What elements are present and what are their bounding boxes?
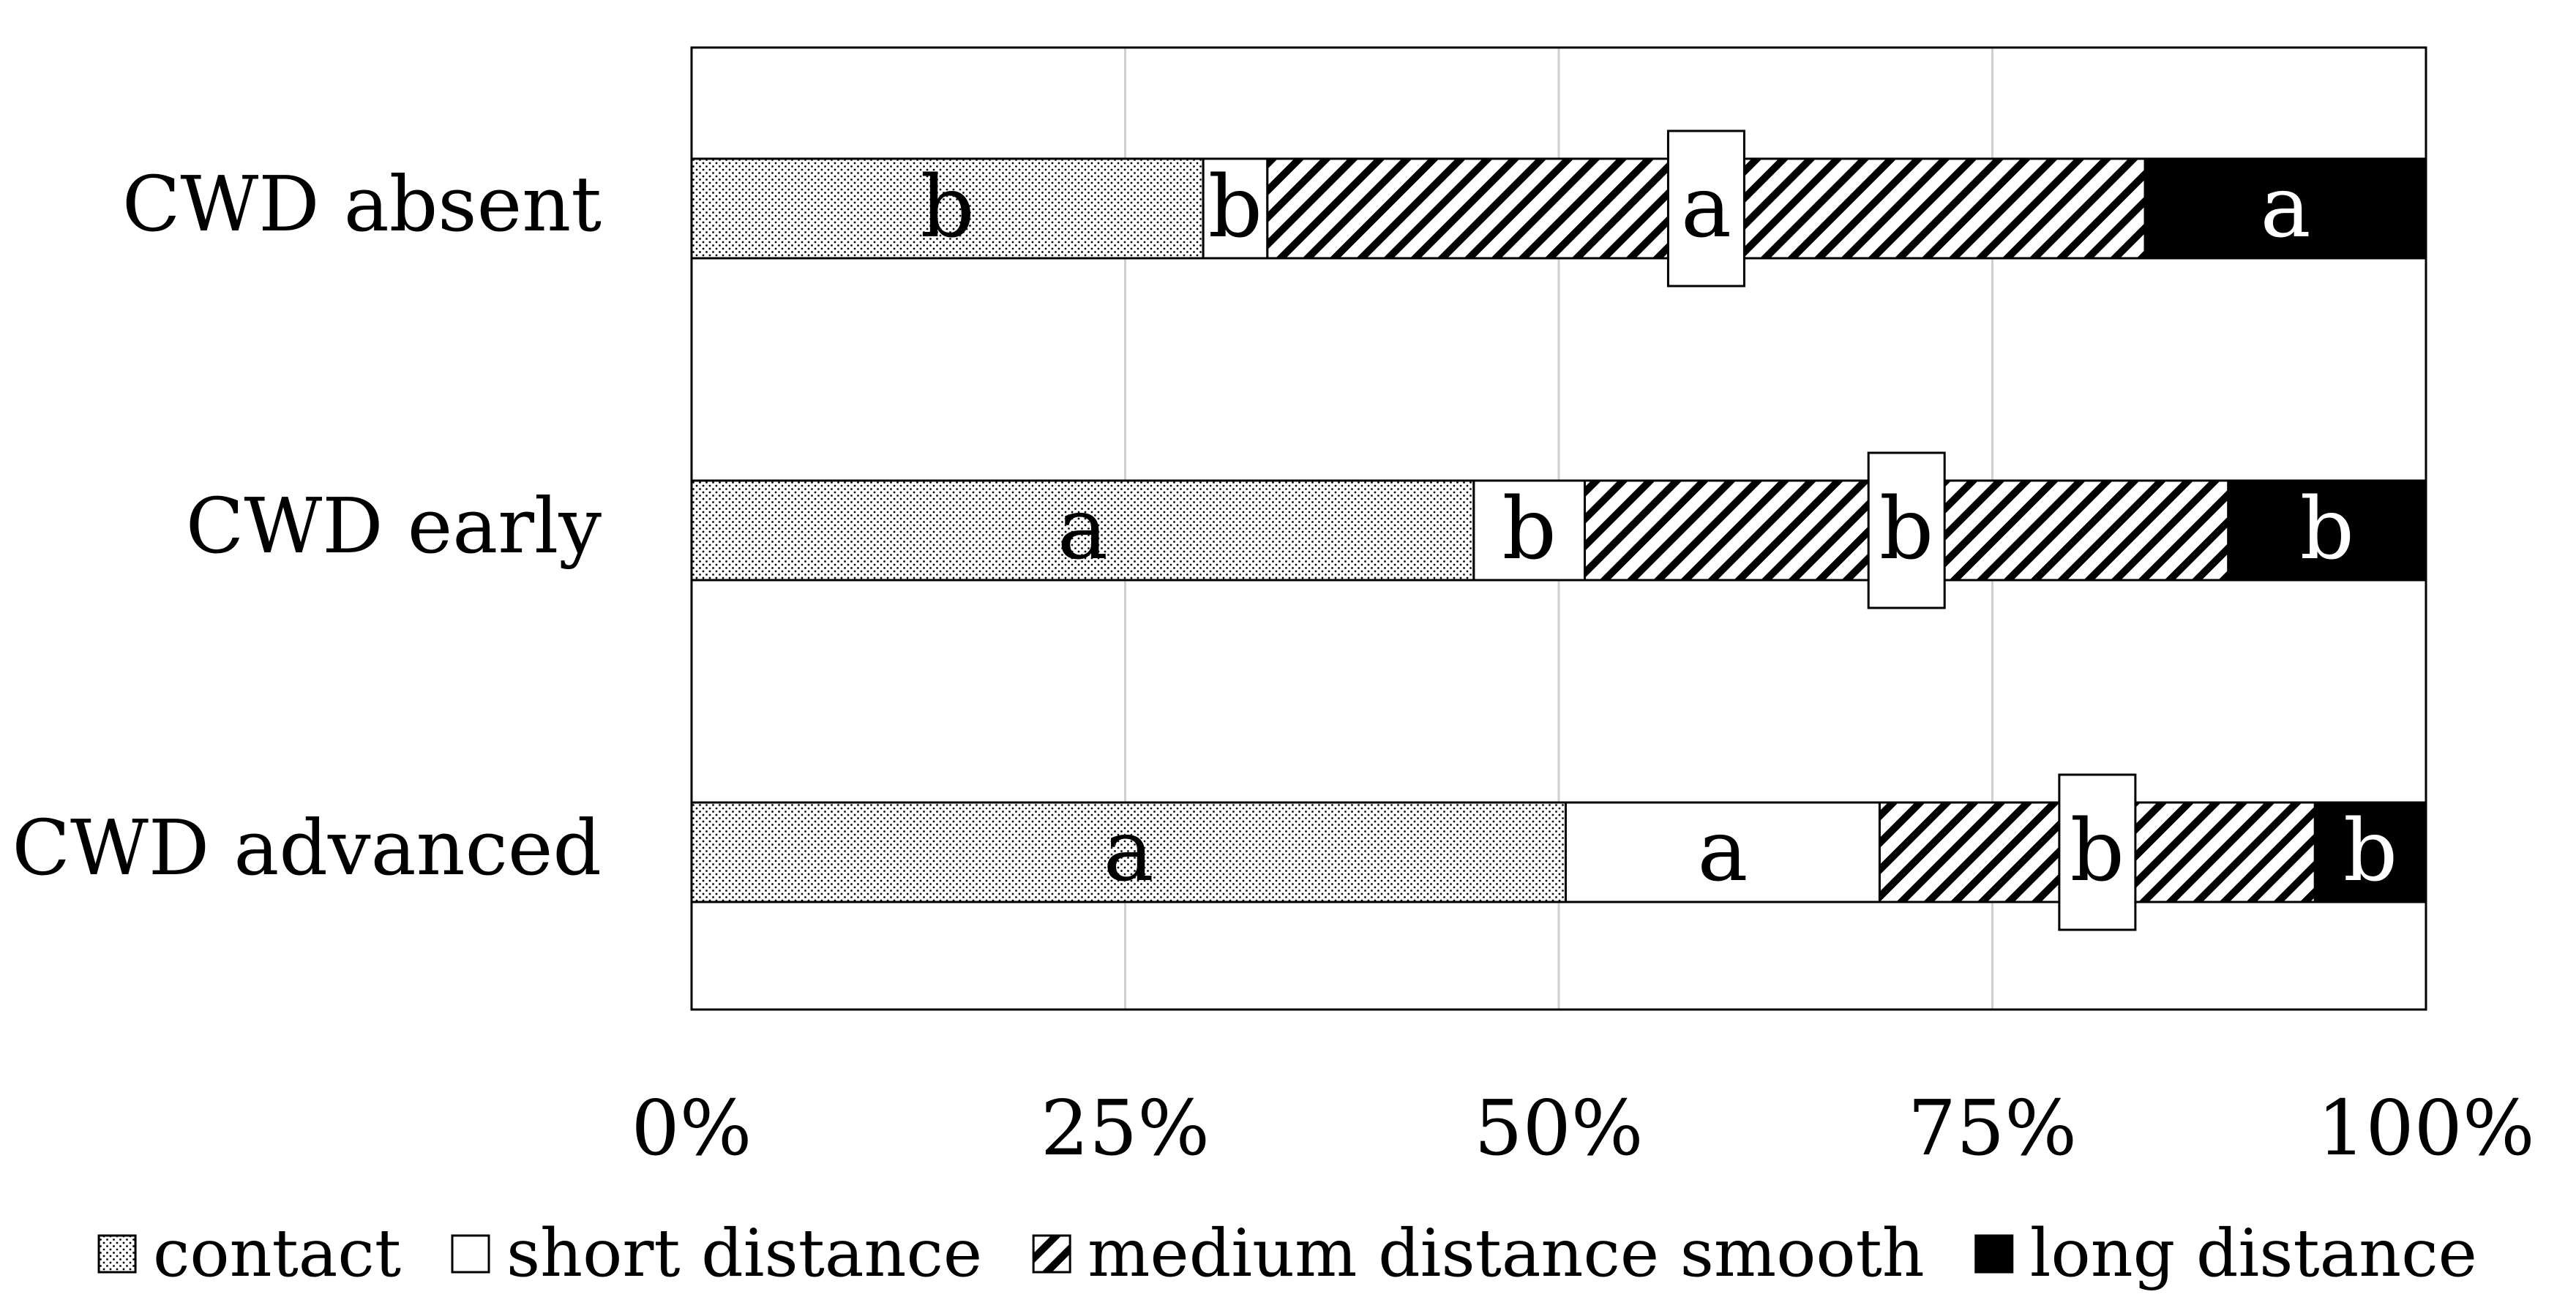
legend-item-medium-distance-smooth: medium distance smooth (1032, 1215, 1925, 1292)
letter-label-box (2058, 773, 2137, 931)
x-tick-label: 50% (1474, 1083, 1643, 1173)
bar-letter-label: b (2070, 802, 2124, 901)
bar-letter-label: a (1057, 480, 1108, 579)
axes: CWD absent CWD early CWD advanced 0% 25% 50% 7… (12, 159, 2534, 1173)
bar-segment-contact (690, 479, 1475, 582)
bar-segment-long-distance (2227, 479, 2427, 582)
legend-swatch (1032, 1234, 1071, 1274)
bar-segment-long-distance (2143, 157, 2427, 260)
bar-segment-short-distance (1472, 479, 1587, 582)
legend-label: short distance (506, 1215, 982, 1292)
legend-item-short-distance: short distance (451, 1215, 982, 1292)
bar-segment-contact (690, 157, 1205, 260)
legend-item-contact: contact (97, 1215, 401, 1292)
y-category-label: CWD early (186, 481, 602, 571)
legend-label: medium distance smooth (1087, 1215, 1925, 1292)
bar-letter-label: a (1104, 802, 1154, 901)
legend-swatch (97, 1234, 137, 1274)
bar-segment-short-distance (1202, 157, 1269, 260)
x-tick-label: 25% (1041, 1083, 1210, 1173)
bar-segment-long-distance (2313, 801, 2427, 903)
bar-letter-label: b (2300, 480, 2354, 579)
bar-letter-label: b (2343, 802, 2397, 901)
bar-letter-label: a (1681, 158, 1731, 257)
bar-letter-label: b (1502, 480, 1557, 579)
legend: contact short distance medium distance smo… (97, 1215, 2477, 1292)
letter-label-box (1867, 451, 1946, 609)
bar-letter-label: a (2260, 158, 2310, 257)
x-tick-label: 0% (632, 1083, 752, 1173)
legend-label: long distance (2030, 1215, 2477, 1292)
bar-letter-label: b (1208, 158, 1262, 257)
x-tick-label: 100% (2317, 1083, 2534, 1173)
bar-letter-label: b (920, 158, 974, 257)
y-category-label: CWD absent (122, 159, 602, 249)
bar-letter-label: a (1697, 802, 1748, 901)
letter-label-box (1666, 129, 1745, 287)
bar-letter-label: b (1879, 480, 1933, 579)
y-category-label: CWD advanced (12, 803, 602, 892)
legend-swatch (1974, 1234, 2014, 1274)
legend-swatch (451, 1234, 490, 1274)
x-tick-label: 75% (1908, 1083, 2077, 1173)
plot-area-frame (690, 46, 2427, 1011)
legend-item-long-distance: long distance (1974, 1215, 2477, 1292)
bar-segment-short-distance (1564, 801, 1881, 903)
legend-label: contact (153, 1215, 401, 1292)
bar-letter-labels: b b a a a b b b a a b b (920, 129, 2397, 931)
